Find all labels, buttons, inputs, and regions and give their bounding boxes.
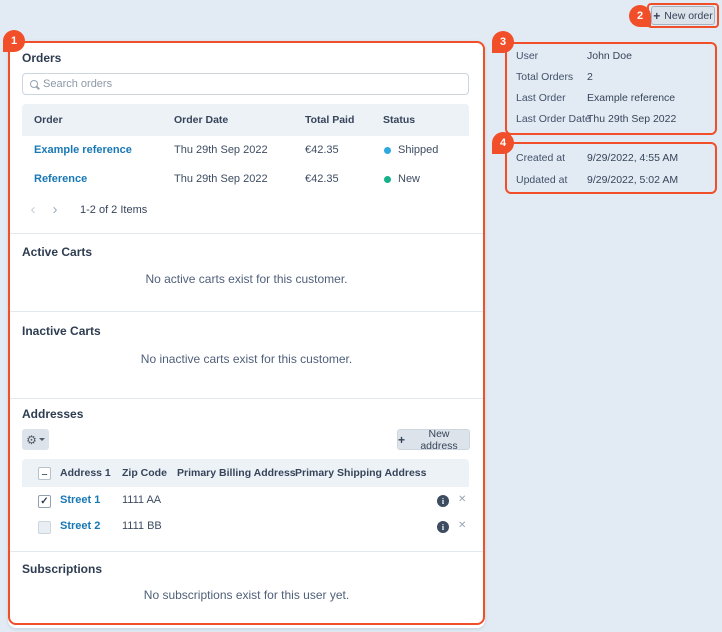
pagination-prev-icon[interactable]: ‹ — [30, 201, 36, 218]
customer-detail-card: Orders Order Order Date Total Paid Statu… — [8, 41, 485, 628]
delete-address-icon[interactable]: ✕ — [458, 494, 467, 505]
subscriptions-title: Subscriptions — [22, 562, 103, 576]
gear-icon: ⚙ — [26, 432, 37, 447]
new-address-button[interactable]: + New address — [397, 427, 470, 452]
address-row-checkbox-unchecked[interactable] — [38, 521, 51, 534]
orders-search-input[interactable] — [43, 78, 461, 90]
active-carts-title: Active Carts — [22, 245, 93, 259]
order-status: Shipped — [398, 144, 439, 156]
address-zip: 1111 AA — [122, 494, 162, 506]
address-row-checkbox-checked[interactable]: ✓ — [38, 495, 51, 508]
active-carts-empty-message: No active carts exist for this customer. — [145, 272, 348, 286]
info-icon[interactable]: i — [437, 521, 449, 533]
section-divider — [8, 551, 485, 552]
created-at-value: 9/29/2022, 4:55 AM — [587, 152, 679, 164]
order-date: Thu 29th Sep 2022 — [174, 144, 268, 156]
chevron-down-icon — [38, 438, 45, 444]
orders-section-title: Orders — [22, 51, 62, 65]
address-link[interactable]: Street 2 — [60, 520, 101, 532]
addresses-col-zip: Zip Code — [122, 467, 167, 479]
order-link[interactable]: Example reference — [34, 144, 132, 156]
user-link[interactable]: John Doe — [587, 50, 632, 62]
new-order-button[interactable]: + New order — [651, 6, 715, 25]
status-dot-shipped — [384, 147, 391, 154]
user-label: User — [516, 50, 539, 62]
pagination-next-icon[interactable]: › — [52, 201, 58, 218]
annotation-badge-1: 1 — [3, 30, 25, 52]
order-row: Example reference Thu 29th Sep 2022 €42.… — [22, 136, 469, 165]
order-date: Thu 29th Sep 2022 — [174, 173, 268, 185]
orders-table-header: Order Order Date Total Paid Status — [22, 104, 469, 136]
order-total: €42.35 — [305, 173, 339, 185]
timestamps-panel: Created at 9/29/2022, 4:55 AM Updated at… — [505, 142, 717, 194]
annotation-badge-2: 2 — [629, 5, 651, 27]
total-orders-label: Total Orders — [516, 71, 574, 83]
last-order-link[interactable]: Example reference — [587, 92, 676, 104]
search-icon — [30, 80, 38, 88]
orders-pagination: ‹ › 1-2 of 2 Items — [22, 199, 148, 221]
pagination-range: 1-2 of 2 Items — [80, 204, 148, 216]
annotation-badge-3: 3 — [492, 31, 514, 53]
section-divider — [8, 233, 485, 234]
addresses-col-address1: Address 1 — [60, 467, 111, 479]
addresses-title: Addresses — [22, 407, 84, 421]
order-status: New — [398, 173, 421, 185]
order-link[interactable]: Reference — [34, 173, 88, 185]
section-divider — [8, 311, 485, 312]
addresses-actions-button[interactable]: ⚙ — [22, 429, 49, 450]
updated-at-value: 9/29/2022, 5:02 AM — [587, 174, 679, 186]
annotation-badge-4: 4 — [492, 132, 514, 154]
address-row: ✓ Street 1 1111 AA i ✕ — [22, 487, 469, 513]
plus-icon: + — [653, 8, 661, 23]
addresses-col-billing: Primary Billing Address — [177, 467, 296, 479]
order-row: Reference Thu 29th Sep 2022 €42.35 New — [22, 165, 469, 194]
delete-address-icon[interactable]: ✕ — [458, 520, 467, 531]
last-order-label: Last Order — [516, 92, 566, 104]
address-row: Street 2 1111 BB i ✕ — [22, 513, 469, 539]
orders-search[interactable] — [22, 73, 469, 95]
select-all-checkbox[interactable]: – — [38, 467, 51, 480]
last-order-date-label: Last Order Date — [516, 113, 591, 125]
orders-col-date: Order Date — [174, 114, 229, 126]
subscriptions-empty-message: No subscriptions exist for this user yet… — [143, 588, 350, 602]
address-zip: 1111 BB — [122, 520, 162, 532]
orders-col-order: Order — [34, 114, 63, 126]
inactive-carts-empty-message: No inactive carts exist for this custome… — [140, 352, 353, 366]
plus-icon: + — [398, 432, 406, 447]
section-divider — [8, 398, 485, 399]
updated-at-label: Updated at — [516, 174, 568, 186]
last-order-date-value: Thu 29th Sep 2022 — [587, 113, 677, 125]
new-address-label: New address — [420, 427, 458, 452]
address-link[interactable]: Street 1 — [60, 494, 101, 506]
orders-col-total: Total Paid — [305, 114, 355, 126]
created-at-label: Created at — [516, 152, 566, 164]
customer-summary-panel: User John Doe Total Orders 2 Last Order … — [505, 42, 717, 135]
addresses-col-shipping: Primary Shipping Address — [295, 467, 427, 479]
total-orders-value: 2 — [587, 71, 593, 83]
new-order-label: New order — [664, 9, 713, 22]
orders-col-status: Status — [383, 114, 416, 126]
addresses-table-header: – Address 1 Zip Code Primary Billing Add… — [22, 459, 469, 487]
inactive-carts-title: Inactive Carts — [22, 324, 101, 338]
order-total: €42.35 — [305, 144, 339, 156]
status-dot-new — [384, 176, 391, 183]
info-icon[interactable]: i — [437, 495, 449, 507]
